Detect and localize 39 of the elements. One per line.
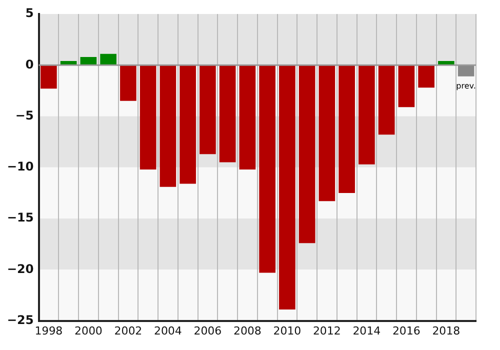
x-tick-label: 2002 (114, 324, 142, 338)
bar (378, 65, 395, 135)
bar (298, 65, 316, 244)
bar (259, 65, 276, 273)
bar (239, 65, 256, 170)
y-tick-label: −5 (15, 108, 34, 122)
bar (120, 65, 136, 101)
bar (318, 65, 336, 202)
y-tick-label: 0 (25, 57, 34, 72)
bar (398, 65, 415, 108)
annotation: prev. (456, 81, 476, 90)
bar (180, 65, 196, 184)
bar (140, 65, 156, 170)
x-tick-label: 2016 (392, 324, 420, 338)
y-tick-label: −20 (6, 262, 34, 276)
x-tick-label: 2014 (352, 324, 381, 338)
bar (219, 65, 236, 162)
y-tick-label: −25 (6, 312, 34, 327)
bar (100, 54, 116, 66)
bar (279, 65, 296, 310)
x-tick-label: 2010 (273, 324, 302, 338)
bar (338, 65, 355, 193)
y-tick-label: 5 (25, 6, 34, 20)
bar (200, 65, 216, 154)
x-tick-label: 2004 (154, 324, 182, 338)
x-tick-label: 2006 (194, 324, 222, 338)
x-tick-label: 2008 (233, 324, 262, 338)
y-tick-label: −10 (6, 160, 34, 174)
x-tick-label: 2018 (432, 324, 460, 338)
bar (458, 65, 474, 76)
y-tick-label: −15 (6, 210, 34, 225)
bar (418, 65, 434, 88)
x-tick-label: 1998 (34, 324, 63, 338)
bar (40, 65, 57, 89)
bar (80, 56, 97, 66)
bar (358, 65, 375, 164)
x-tick-label: 2012 (312, 324, 341, 338)
bar (160, 65, 176, 187)
x-tick-label: 2000 (74, 324, 102, 338)
